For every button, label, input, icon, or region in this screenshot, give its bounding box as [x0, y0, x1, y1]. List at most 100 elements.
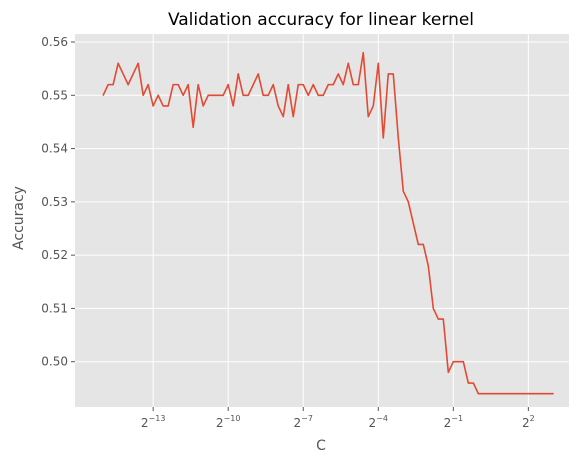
- data-point: [372, 105, 374, 107]
- data-point: [212, 94, 214, 96]
- data-point: [112, 84, 114, 86]
- data-point: [292, 115, 294, 118]
- y-tick-label: 0.56: [41, 35, 68, 49]
- data-point: [332, 84, 334, 86]
- x-tick-label: 2−10: [216, 414, 241, 430]
- data-point: [427, 265, 429, 267]
- x-tick-base: 2: [141, 416, 149, 430]
- data-point: [207, 94, 209, 96]
- data-point: [277, 105, 279, 107]
- data-point: [272, 84, 274, 86]
- data-point: [327, 84, 329, 86]
- y-tick-label: 0.53: [41, 195, 68, 209]
- data-point: [502, 393, 504, 395]
- data-point: [482, 393, 484, 395]
- data-point: [197, 84, 199, 86]
- data-point: [377, 62, 379, 64]
- x-tick-label: 2−7: [294, 414, 313, 430]
- x-axis-ticks: 2−13 2−10 2−7 2−4 2−1 22: [141, 407, 535, 430]
- data-point: [142, 94, 144, 96]
- data-point: [237, 73, 239, 75]
- data-point: [322, 94, 324, 96]
- x-tick-exponent: −10: [224, 414, 241, 423]
- x-tick-exponent: −13: [149, 414, 166, 423]
- data-point: [172, 84, 174, 86]
- y-tick-label: 0.54: [41, 142, 68, 156]
- data-point: [387, 73, 389, 75]
- data-point: [317, 94, 319, 96]
- data-point: [157, 94, 159, 96]
- data-point: [312, 84, 314, 86]
- data-point: [452, 361, 454, 363]
- data-point: [297, 84, 299, 86]
- data-point: [357, 84, 359, 86]
- data-point: [492, 393, 494, 395]
- data-point: [422, 243, 424, 246]
- data-point: [367, 115, 369, 118]
- data-point: [352, 84, 354, 86]
- data-point: [287, 84, 289, 86]
- data-point: [127, 84, 129, 86]
- x-tick-base: 2: [369, 416, 377, 430]
- data-point: [182, 94, 184, 96]
- x-tick-label: 2−13: [141, 414, 166, 430]
- data-point: [552, 393, 554, 395]
- data-point: [337, 73, 339, 75]
- data-point: [192, 126, 194, 128]
- x-tick-label: 2−4: [369, 414, 388, 430]
- data-point: [302, 84, 304, 86]
- x-tick-base: 2: [216, 416, 224, 430]
- data-point: [462, 361, 464, 363]
- data-point: [542, 393, 544, 395]
- x-tick-exponent: −7: [301, 414, 313, 423]
- data-point: [412, 222, 414, 224]
- y-tick-label: 0.52: [41, 248, 68, 262]
- data-point: [507, 393, 509, 395]
- data-point: [202, 105, 204, 107]
- data-point: [132, 73, 134, 75]
- data-point: [497, 393, 499, 395]
- data-point: [252, 84, 254, 86]
- x-tick-base: 2: [444, 416, 452, 430]
- data-point: [217, 94, 219, 96]
- data-point: [467, 382, 469, 384]
- data-point: [242, 94, 244, 96]
- x-tick-base: 2: [522, 416, 530, 430]
- y-tick-label: 0.55: [41, 88, 68, 102]
- data-point: [342, 84, 344, 86]
- data-point: [117, 62, 119, 64]
- data-point: [547, 393, 549, 395]
- data-point: [102, 94, 104, 96]
- x-tick-label: 22: [522, 414, 535, 430]
- data-point: [282, 115, 284, 118]
- data-point: [432, 307, 434, 310]
- data-point: [457, 361, 459, 363]
- data-point: [402, 190, 404, 192]
- data-point: [527, 393, 529, 395]
- data-point: [532, 393, 534, 395]
- data-point: [447, 371, 449, 373]
- data-point: [227, 84, 229, 86]
- x-tick-label: 2−1: [444, 414, 463, 430]
- x-tick-exponent: −1: [451, 414, 463, 423]
- data-point: [417, 243, 419, 246]
- y-tick-label: 0.50: [41, 355, 68, 369]
- data-point: [392, 73, 394, 75]
- data-point: [382, 137, 384, 139]
- data-point: [107, 84, 109, 86]
- x-tick-exponent: −4: [376, 414, 388, 423]
- data-point: [147, 84, 149, 86]
- data-point: [222, 94, 224, 96]
- data-point: [307, 94, 309, 96]
- data-point: [437, 318, 439, 320]
- data-point: [167, 105, 169, 107]
- y-axis-ticks: 0.50 0.51 0.52 0.53 0.54 0.55 0.56: [41, 35, 75, 369]
- data-point: [162, 105, 164, 107]
- data-point: [262, 94, 264, 96]
- data-point: [232, 105, 234, 107]
- data-point: [537, 393, 539, 395]
- data-point: [137, 62, 139, 64]
- data-point: [257, 73, 259, 75]
- chart-title: Validation accuracy for linear kernel: [168, 10, 474, 30]
